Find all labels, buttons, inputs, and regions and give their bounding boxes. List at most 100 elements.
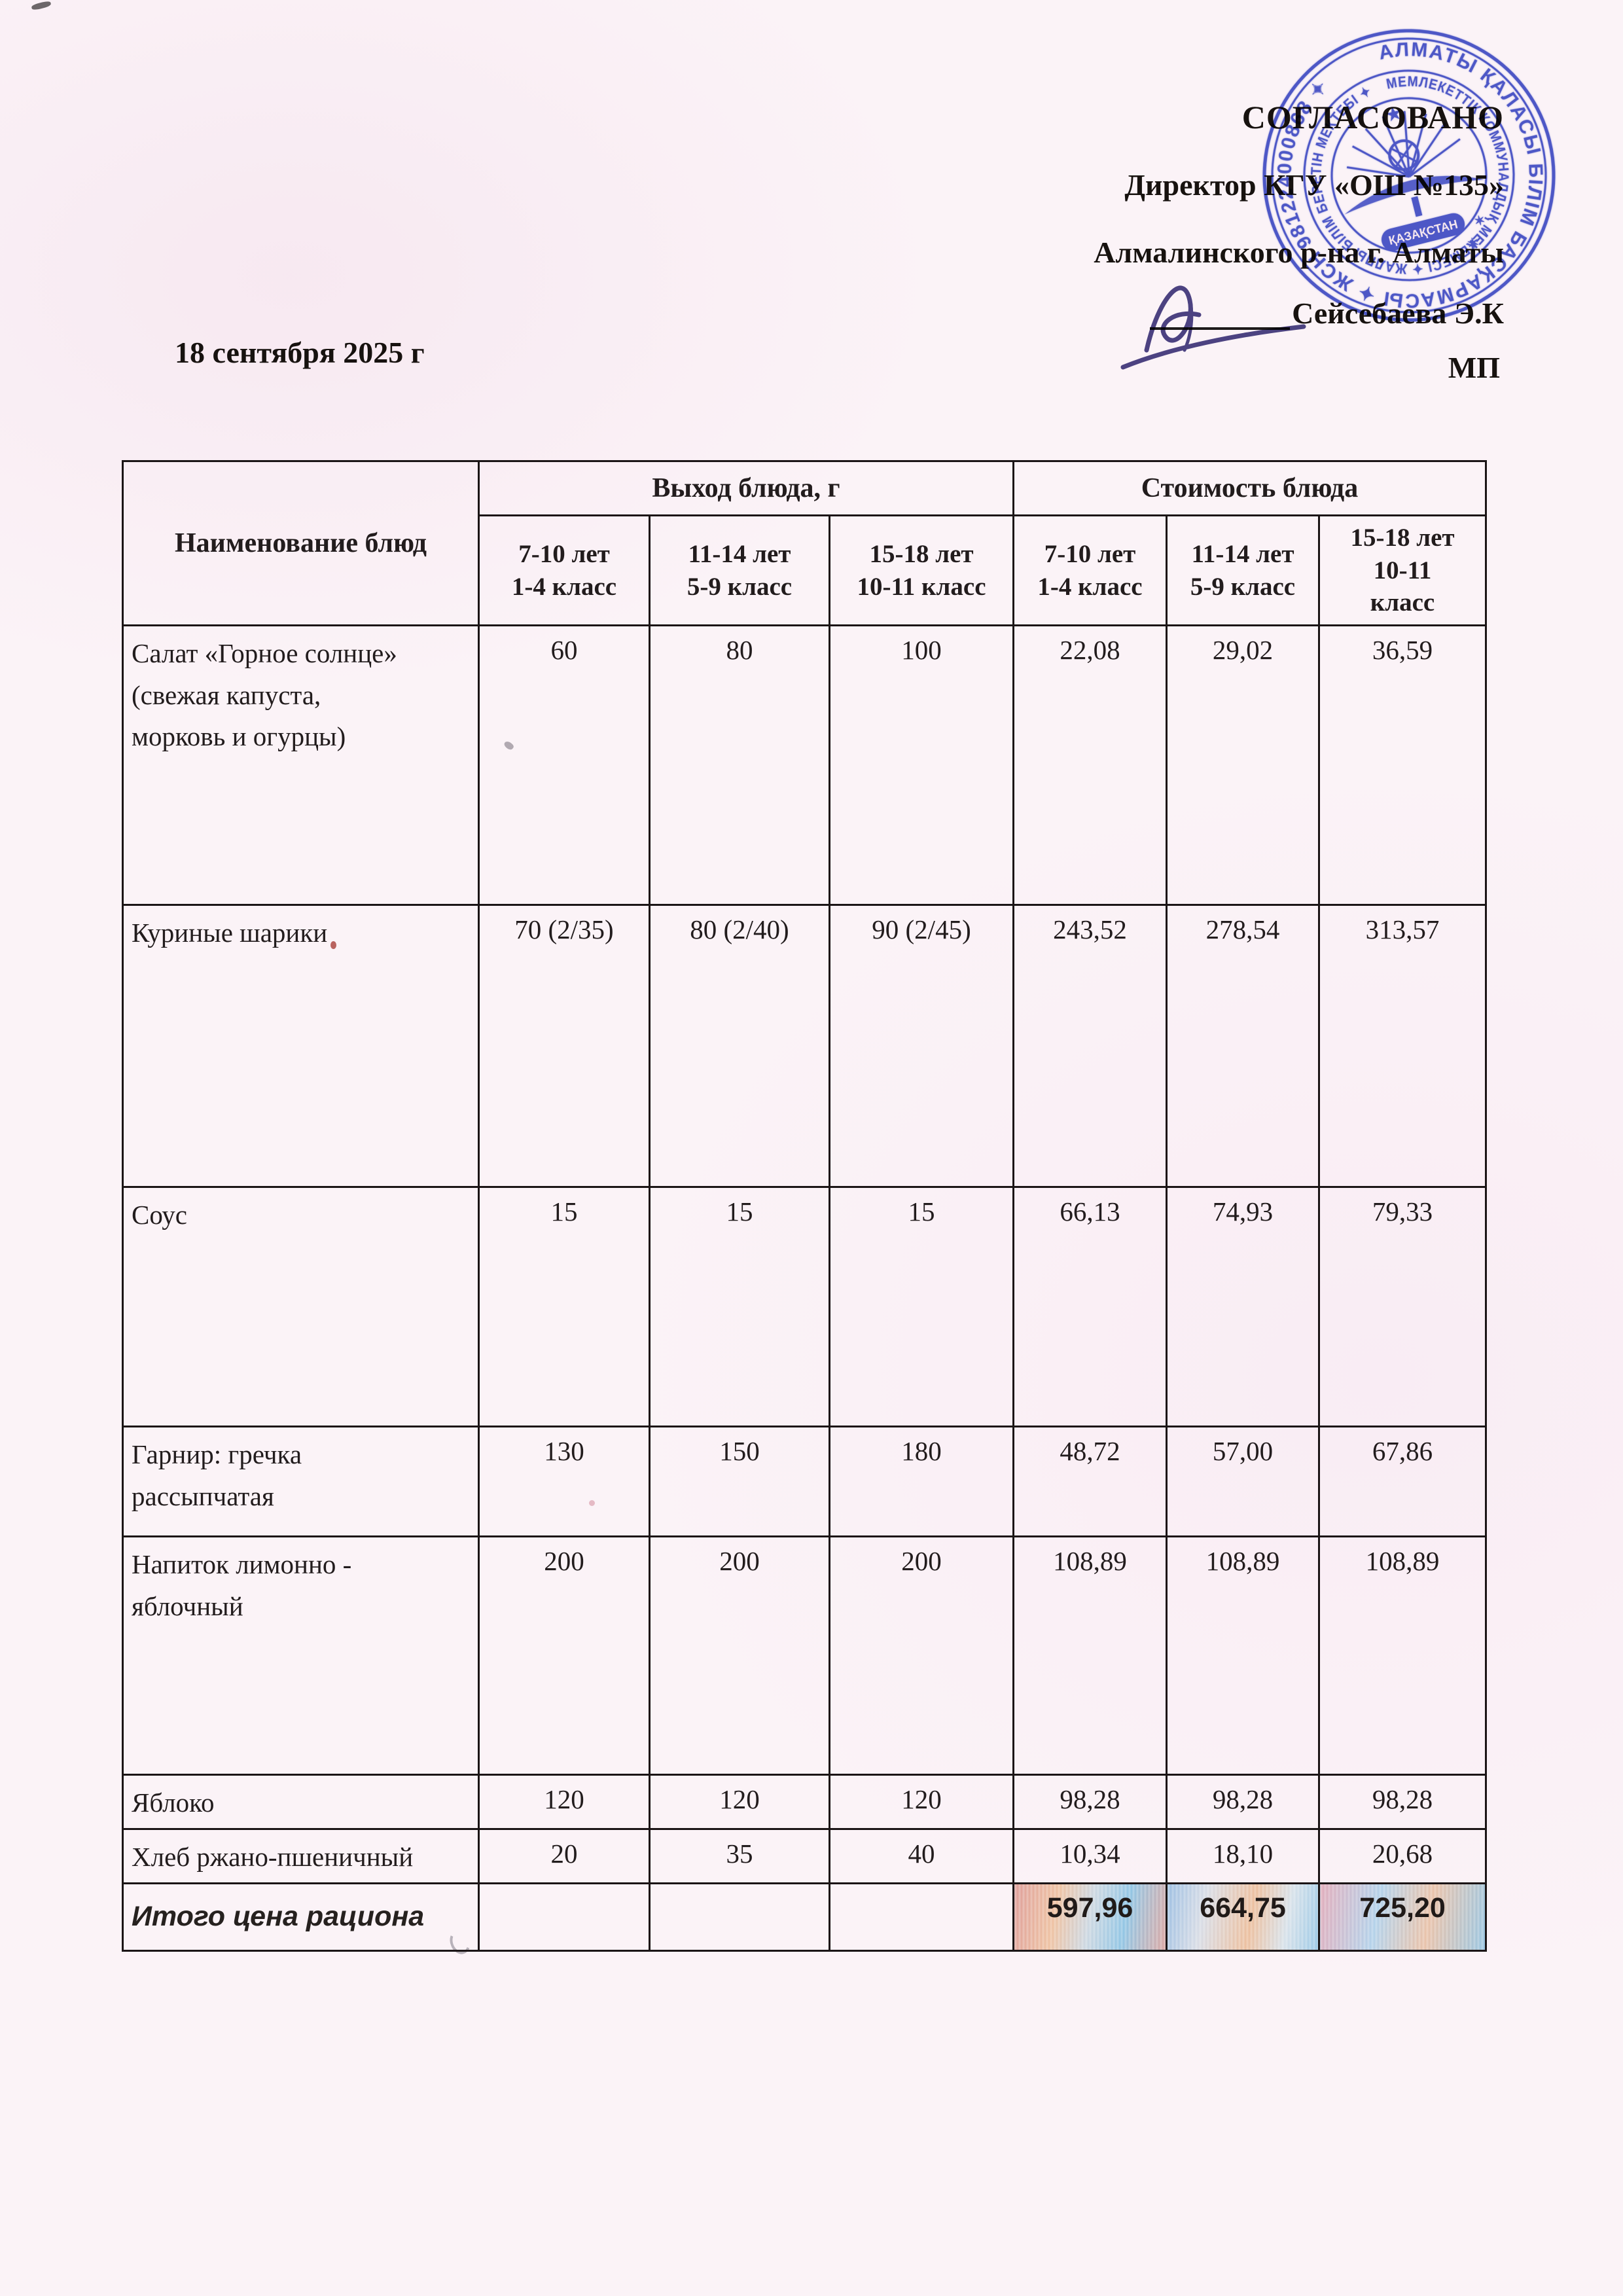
emblem-shanyrak <box>1388 139 1420 171</box>
cost-value: 29,02 <box>1166 624 1321 906</box>
stamp-middle-circle <box>1303 69 1515 281</box>
table-row: Напиток лимонно - яблочный 200 200 200 1… <box>122 1535 1488 1776</box>
dish-name: Напиток лимонно - яблочный <box>122 1535 480 1776</box>
output-value: 200 <box>828 1535 1015 1776</box>
menu-table: Наименование блюд Выход блюда, г Стоимос… <box>122 460 1488 1952</box>
output-value: 100 <box>828 624 1015 906</box>
empty-cell <box>478 1882 651 1952</box>
output-value: 35 <box>649 1828 830 1884</box>
table-row: Хлеб ржано-пшеничный 20 35 40 10,34 18,1… <box>122 1828 1488 1884</box>
column-group-output: Выход блюда, г <box>477 460 1015 516</box>
output-age-header-15-18: 15-18 лет 10-11 класс <box>828 514 1015 626</box>
scan-edge-mark <box>31 0 52 11</box>
table-row: Яблоко 120 120 120 98,28 98,28 98,28 <box>122 1774 1488 1830</box>
total-cost-15-18: 725,20 <box>1318 1882 1488 1952</box>
cost-value: 10,34 <box>1012 1828 1168 1884</box>
approval-signer-name: Сейсебаева Э.К <box>1292 296 1504 330</box>
empty-cell <box>649 1882 830 1952</box>
cost-value: 18,10 <box>1166 1828 1321 1884</box>
output-value: 180 <box>828 1426 1015 1537</box>
total-row-label: Итого цена рациона <box>122 1882 480 1952</box>
cost-age-header-15-18: 15-18 лет 10-11 класс <box>1318 514 1488 626</box>
cost-value: 20,68 <box>1318 1828 1488 1884</box>
cost-value: 98,28 <box>1318 1774 1488 1830</box>
table-row: Салат «Горное солнце» (свежая капуста, м… <box>122 624 1488 906</box>
output-value: 60 <box>478 624 651 906</box>
output-value: 70 (2/35) <box>478 904 651 1188</box>
approval-district-line: Алмалинского р-на г. Алматы <box>1094 236 1504 269</box>
output-value: 80 (2/40) <box>649 904 830 1188</box>
cost-value: 98,28 <box>1012 1774 1168 1830</box>
output-value: 20 <box>478 1828 651 1884</box>
cost-value: 36,59 <box>1318 624 1488 906</box>
total-cost-11-14: 664,75 <box>1166 1882 1321 1952</box>
stamp-sparkle-icon-2: ✶ <box>1472 213 1487 229</box>
cost-value: 74,93 <box>1166 1186 1321 1427</box>
cost-value: 243,52 <box>1012 904 1168 1188</box>
signature-tail-stroke <box>1120 324 1306 370</box>
column-header-dish-name: Наименование блюд <box>122 460 480 626</box>
cost-age-header-11-14: 11-14 лет 5-9 класс <box>1166 514 1321 626</box>
dish-name: Салат «Горное солнце» (свежая капуста, м… <box>122 624 480 906</box>
stamp-sparkle-icon-1: ✶ <box>1465 234 1481 253</box>
dish-name: Куриные шарики <box>122 904 480 1188</box>
emblem-shanyrak-cross2 <box>1395 143 1413 168</box>
approval-director-line: Директор КГУ «ОШ №135» <box>1124 168 1504 202</box>
official-round-stamp: АЛМАТЫ ҚАЛАСЫ БІЛІМ БАСҚАРМАСЫ ✦ ЖСН 981… <box>1245 10 1575 340</box>
output-value: 15 <box>828 1186 1015 1427</box>
signature-accent-stroke <box>1183 298 1194 352</box>
cost-value: 108,89 <box>1012 1535 1168 1776</box>
approval-block: СОГЛАСОВАНО Директор КГУ «ОШ №135» Алмал… <box>849 98 1504 385</box>
output-value: 130 <box>478 1426 651 1537</box>
output-age-header-7-10: 7-10 лет 1-4 класс <box>478 514 651 626</box>
table-row: Соус 15 15 15 66,13 74,93 79,33 <box>122 1186 1488 1427</box>
cost-value: 108,89 <box>1318 1535 1488 1776</box>
cost-value: 67,86 <box>1318 1426 1488 1537</box>
emblem-wings <box>1344 175 1484 215</box>
stamp-core-circle <box>1330 97 1488 254</box>
stamp-outer-circle <box>1262 29 1556 322</box>
cost-value: 79,33 <box>1318 1186 1488 1427</box>
cost-age-header-7-10: 7-10 лет 1-4 класс <box>1012 514 1168 626</box>
total-cost-7-10: 597,96 <box>1012 1882 1168 1952</box>
cost-value: 278,54 <box>1166 904 1321 1188</box>
emblem-star-icon: ★ <box>1384 102 1404 125</box>
output-value: 15 <box>649 1186 830 1427</box>
menu-price-table: Наименование блюд Выход блюда, г Стоимос… <box>122 460 1488 1952</box>
stamp-outer-inner-circle <box>1271 37 1547 314</box>
output-value: 120 <box>828 1774 1015 1830</box>
emblem-banner <box>1381 213 1465 251</box>
output-value: 200 <box>478 1535 651 1776</box>
table-row: Куриные шарики 70 (2/35) 80 (2/40) 90 (2… <box>122 904 1488 1188</box>
approval-seal-abbr: МП <box>1448 351 1500 384</box>
dish-name: Хлеб ржано-пшеничный <box>122 1828 480 1884</box>
cost-value: 313,57 <box>1318 904 1488 1188</box>
output-value: 90 (2/45) <box>828 904 1015 1188</box>
output-age-header-11-14: 11-14 лет 5-9 класс <box>649 514 830 626</box>
output-value: 120 <box>478 1774 651 1830</box>
dish-name: Яблоко <box>122 1774 480 1830</box>
output-value: 150 <box>649 1426 830 1537</box>
output-value: 200 <box>649 1535 830 1776</box>
document-date: 18 сентября 2025 г <box>175 336 425 369</box>
dish-name: Гарнир: гречка рассыпчатая <box>122 1426 480 1537</box>
column-group-cost: Стоимость блюда <box>1012 460 1488 516</box>
cost-value: 108,89 <box>1166 1535 1321 1776</box>
output-value: 15 <box>478 1186 651 1427</box>
table-total-row: Итого цена рациона 597,96 664,75 725,20 <box>122 1882 1488 1952</box>
table-sub-header-row: 7-10 лет 1-4 класс 11-14 лет 5-9 класс 1… <box>123 514 1488 626</box>
dish-name: Соус <box>122 1186 480 1427</box>
emblem-stand <box>1411 196 1423 217</box>
output-value: 40 <box>828 1828 1015 1884</box>
output-value: 120 <box>649 1774 830 1830</box>
table-row: Гарнир: гречка рассыпчатая 130 150 180 4… <box>122 1426 1488 1537</box>
empty-cell <box>828 1882 1015 1952</box>
signature-loop-stroke <box>1144 285 1202 353</box>
cost-value: 66,13 <box>1012 1186 1168 1427</box>
cost-value: 48,72 <box>1012 1426 1168 1537</box>
cost-value: 22,08 <box>1012 624 1168 906</box>
cost-value: 57,00 <box>1166 1426 1321 1537</box>
cost-value: 98,28 <box>1166 1774 1321 1830</box>
signature-line <box>1150 327 1290 330</box>
output-value: 80 <box>649 624 830 906</box>
